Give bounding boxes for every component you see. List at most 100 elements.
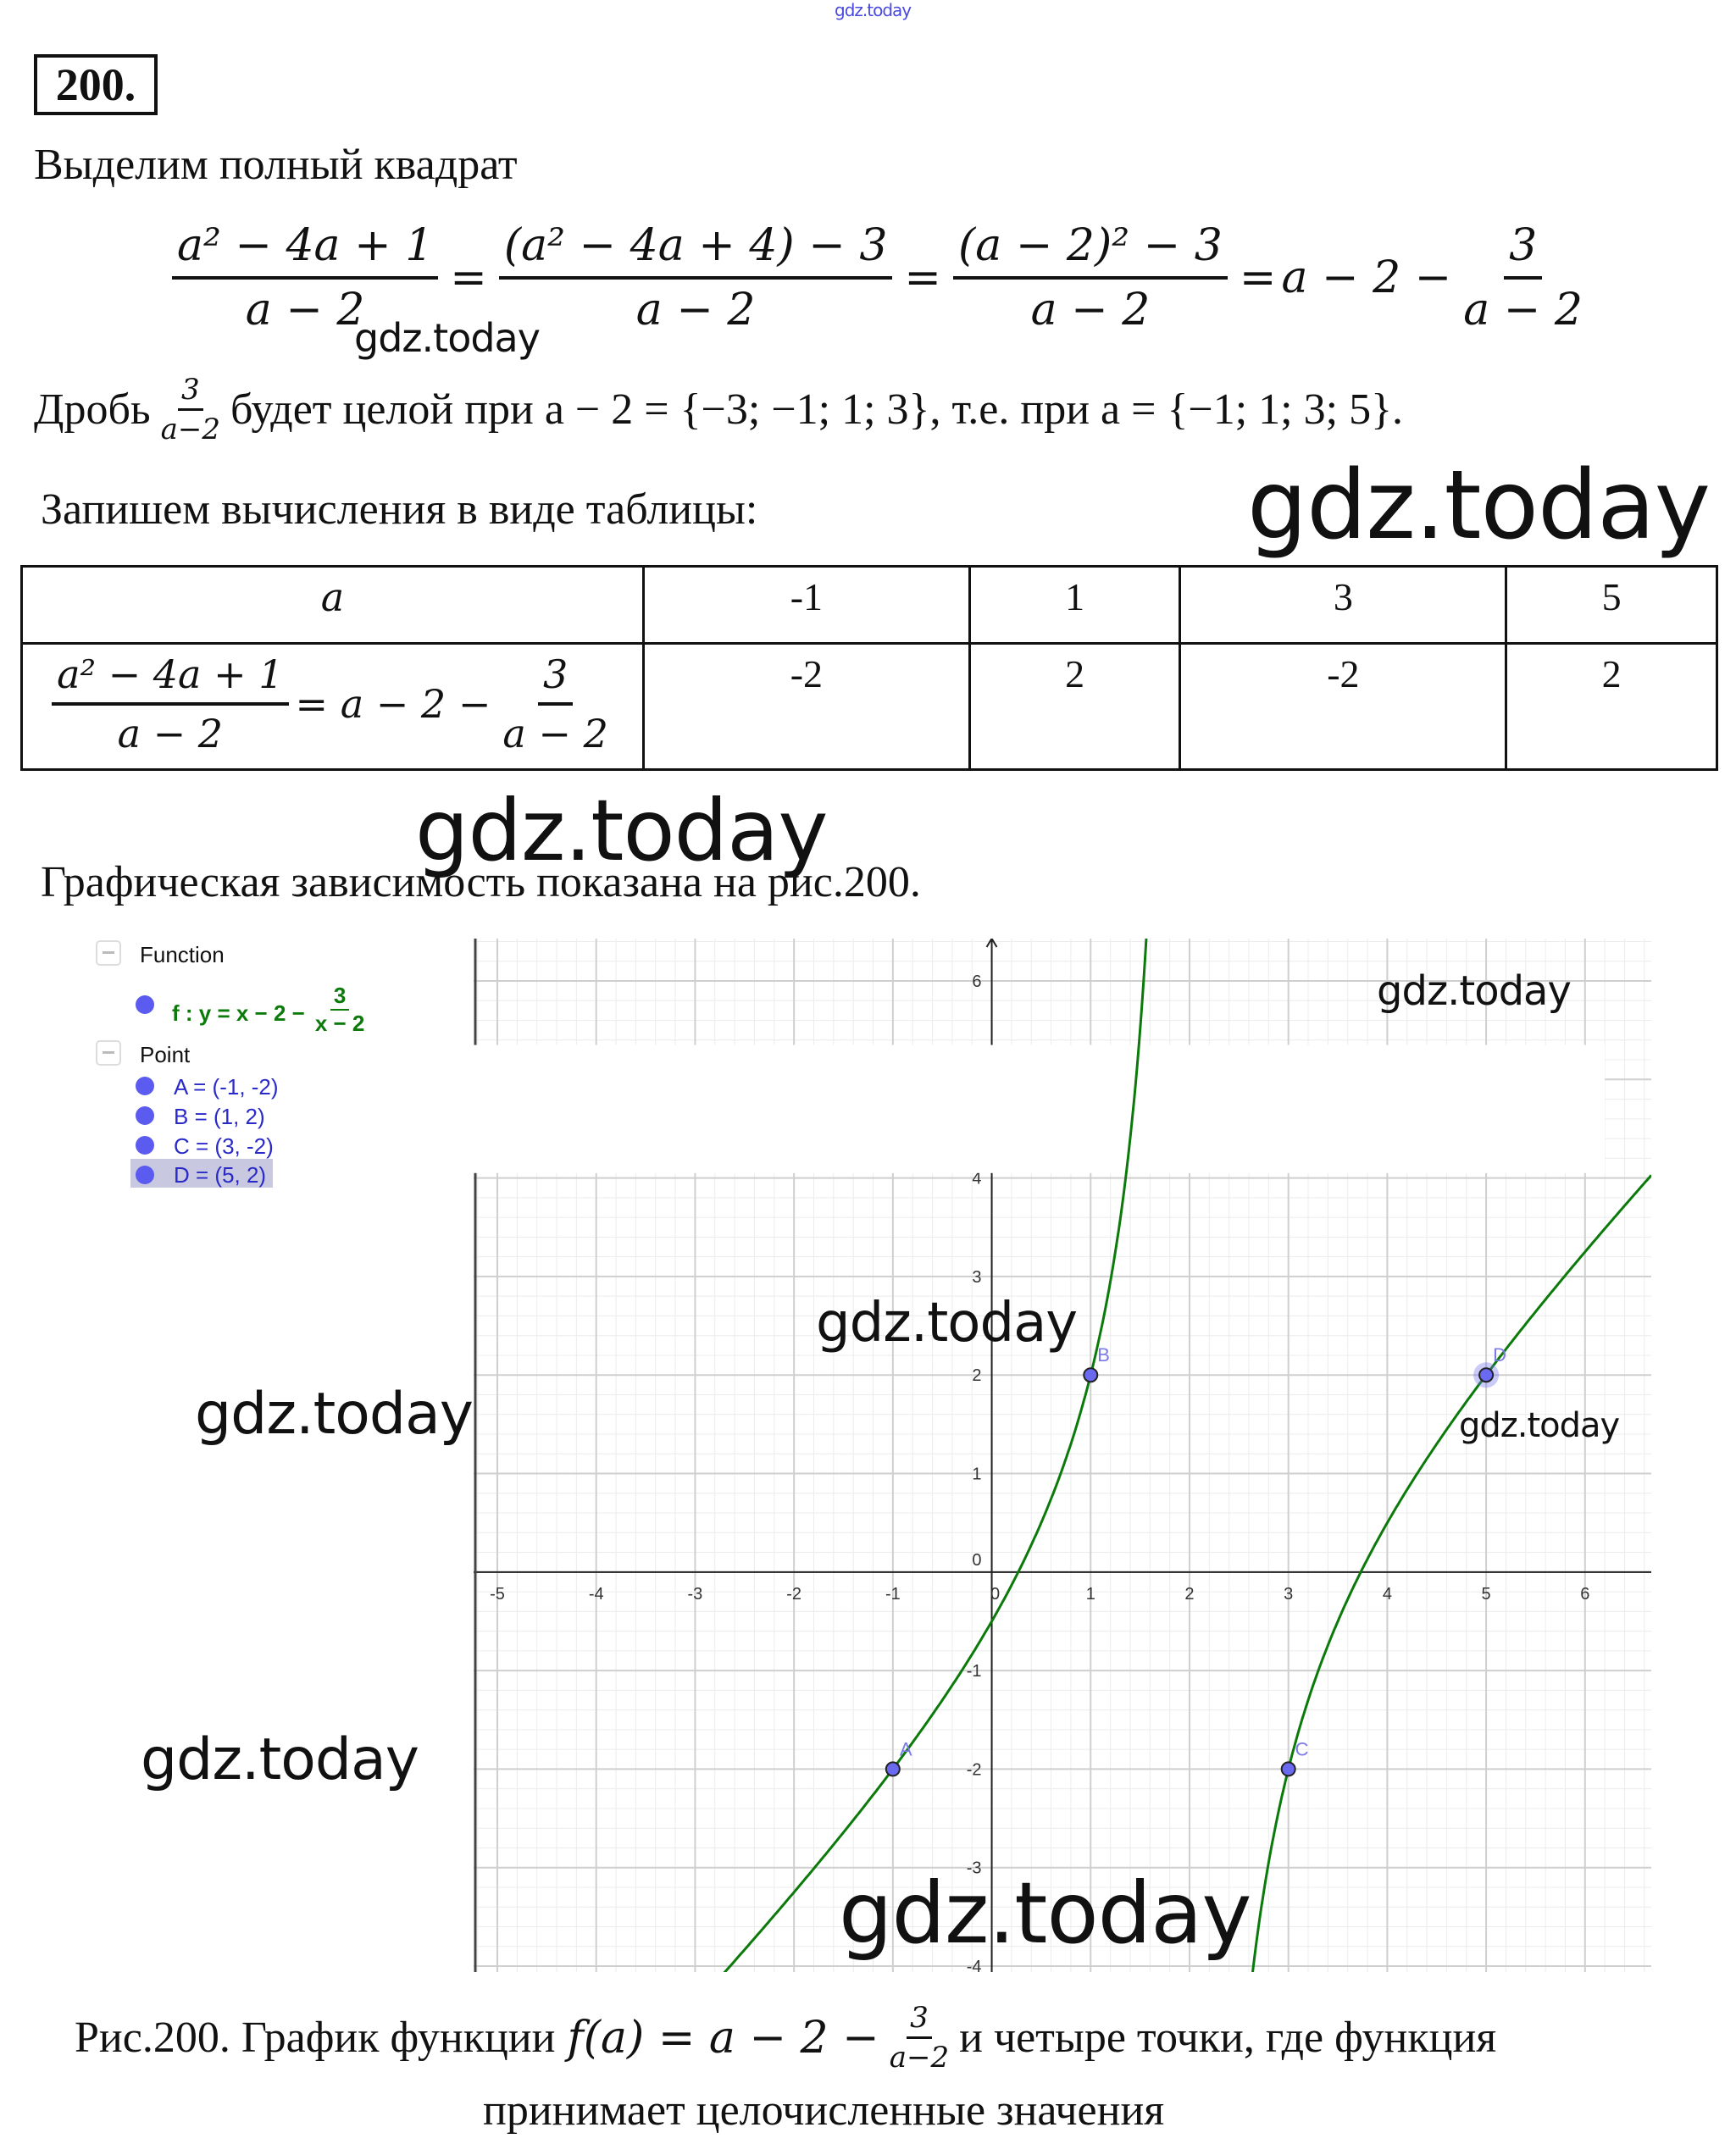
y-tick-label: 1	[972, 1465, 981, 1484]
figure-caption-line-1: Рис.200. График функции f(a) = a − 2 − 3…	[75, 2001, 1496, 2075]
point-c[interactable]	[1280, 1761, 1296, 1777]
fraction-condition-line: Дробь 3 a−2 будет целой при a − 2 = {−3; …	[34, 373, 1403, 446]
point-visibility-toggle[interactable]	[136, 1077, 154, 1095]
watermark: gdz.today	[415, 781, 829, 880]
y-tick-label: 0	[972, 1551, 981, 1570]
suffix-text: будет целой при a − 2 = {−3; −1; 1; 3}, …	[230, 385, 1404, 434]
equals-sign: =	[904, 252, 941, 303]
watermark: gdz.today	[1247, 451, 1711, 561]
function-curve-right-branch	[1251, 1174, 1651, 1972]
point-label: A	[900, 1738, 912, 1759]
point-b[interactable]	[1083, 1367, 1099, 1383]
top-watermark: gdz.today	[835, 0, 912, 20]
numerator: 3	[537, 651, 574, 706]
point-visibility-toggle[interactable]	[136, 1166, 154, 1184]
watermark: gdz.today	[195, 1381, 474, 1448]
denominator: a − 2	[117, 711, 224, 756]
header-cell: 3	[1179, 565, 1508, 645]
caption-function: f(a) = a − 2 −	[567, 2012, 879, 2064]
equation-tail: a − 2 −	[1281, 252, 1452, 303]
denominator: a−2	[889, 2041, 950, 2075]
y-tick-label: 2	[972, 1366, 981, 1385]
watermark: gdz.today	[1459, 1406, 1620, 1445]
x-tick-label: 4	[1383, 1585, 1392, 1604]
point-label: C	[1295, 1738, 1309, 1759]
x-tick-label: 1	[1086, 1585, 1095, 1604]
numerator: 3	[1504, 220, 1543, 280]
formula-cell: a² − 4a + 1 a − 2 = a − 2 − 3 a − 2	[20, 642, 645, 771]
point-a[interactable]	[885, 1761, 901, 1777]
header-cell: a	[20, 565, 645, 645]
numerator: (a² − 4a + 4) − 3	[498, 220, 893, 280]
equals-sign: =	[450, 252, 487, 303]
problem-number: 200.	[34, 54, 158, 115]
point-visibility-toggle[interactable]	[136, 1136, 154, 1155]
y-tick-label: 6	[972, 972, 981, 991]
equals-sign: =	[1239, 252, 1277, 303]
point-visibility-toggle[interactable]	[136, 1106, 154, 1125]
x-tick-label: -3	[688, 1585, 703, 1604]
function-definition[interactable]: f : y = x − 2 − 3 x − 2	[172, 983, 365, 1037]
value-cell: 2	[968, 642, 1182, 771]
prefix-text: Дробь	[34, 385, 151, 434]
point-label: B	[1097, 1344, 1110, 1366]
watermark: gdz.today	[354, 315, 541, 361]
x-tick-label: 2	[1184, 1585, 1194, 1604]
collapse-function-group-button[interactable]	[96, 940, 121, 966]
value-cell: -2	[642, 642, 971, 771]
small-fraction: 3 a−2	[158, 373, 224, 446]
numerator: 3	[907, 2001, 932, 2039]
watermark: gdz.today	[1377, 967, 1572, 1015]
numerator: (a − 2)² − 3	[953, 220, 1228, 280]
point-group-label: Point	[140, 1042, 191, 1067]
function-group-label: Function	[140, 942, 225, 967]
fraction: a² − 4a + 1 a − 2	[52, 651, 289, 756]
denominator: a − 2	[1030, 285, 1151, 335]
point-c-item[interactable]: C = (3, -2)	[174, 1133, 274, 1159]
point-d-item[interactable]: D = (5, 2)	[174, 1162, 267, 1188]
formula-mid: = a − 2 −	[295, 681, 491, 727]
point-a-item[interactable]: A = (-1, -2)	[174, 1074, 279, 1100]
watermark: gdz.today	[141, 1726, 419, 1793]
table-intro: Запишем вычисления в виде таблицы:	[41, 485, 758, 534]
x-tick-label: -1	[885, 1585, 901, 1604]
collapse-point-group-button[interactable]	[96, 1040, 121, 1066]
numerator: 3	[178, 373, 203, 411]
x-tick-label: -4	[589, 1585, 604, 1604]
fraction: 3 a − 2	[497, 651, 613, 756]
point-label: D	[1493, 1344, 1506, 1366]
function-visibility-toggle[interactable]	[136, 995, 154, 1014]
denominator: a − 2	[502, 711, 608, 756]
numerator: 3	[330, 983, 350, 1011]
header-cell: 5	[1505, 565, 1718, 645]
formula: a² − 4a + 1 a − 2 = a − 2 − 3 a − 2	[24, 651, 641, 756]
denominator: x − 2	[314, 1011, 365, 1036]
point-b-item[interactable]: B = (1, 2)	[174, 1104, 265, 1129]
y-tick-label: -2	[967, 1760, 982, 1779]
function-text: f : y = x − 2 −	[172, 1000, 305, 1026]
caption-prefix: Рис.200. График функции	[75, 2014, 556, 2062]
y-tick-label: -4	[967, 1958, 982, 1972]
y-tick-label: -3	[967, 1859, 982, 1878]
x-tick-label: -5	[490, 1585, 505, 1604]
x-tick-label: -2	[786, 1585, 801, 1604]
graph-intro: Графическая зависимость показана на рис.…	[41, 858, 921, 906]
point-d[interactable]	[1478, 1367, 1495, 1383]
value-cell: -2	[1179, 642, 1508, 771]
denominator: a − 2	[1463, 285, 1583, 335]
watermark: gdz.today	[839, 1864, 1252, 1963]
x-tick-label: 5	[1482, 1585, 1491, 1604]
numerator: a² − 4a + 1	[172, 220, 439, 280]
watermark: gdz.today	[816, 1292, 1078, 1355]
numerator: a² − 4a + 1	[52, 651, 289, 706]
erased-region	[474, 1044, 1606, 1173]
y-tick-label: 3	[972, 1268, 981, 1287]
denominator: a−2	[160, 413, 221, 446]
x-tick-label: 3	[1284, 1585, 1293, 1604]
